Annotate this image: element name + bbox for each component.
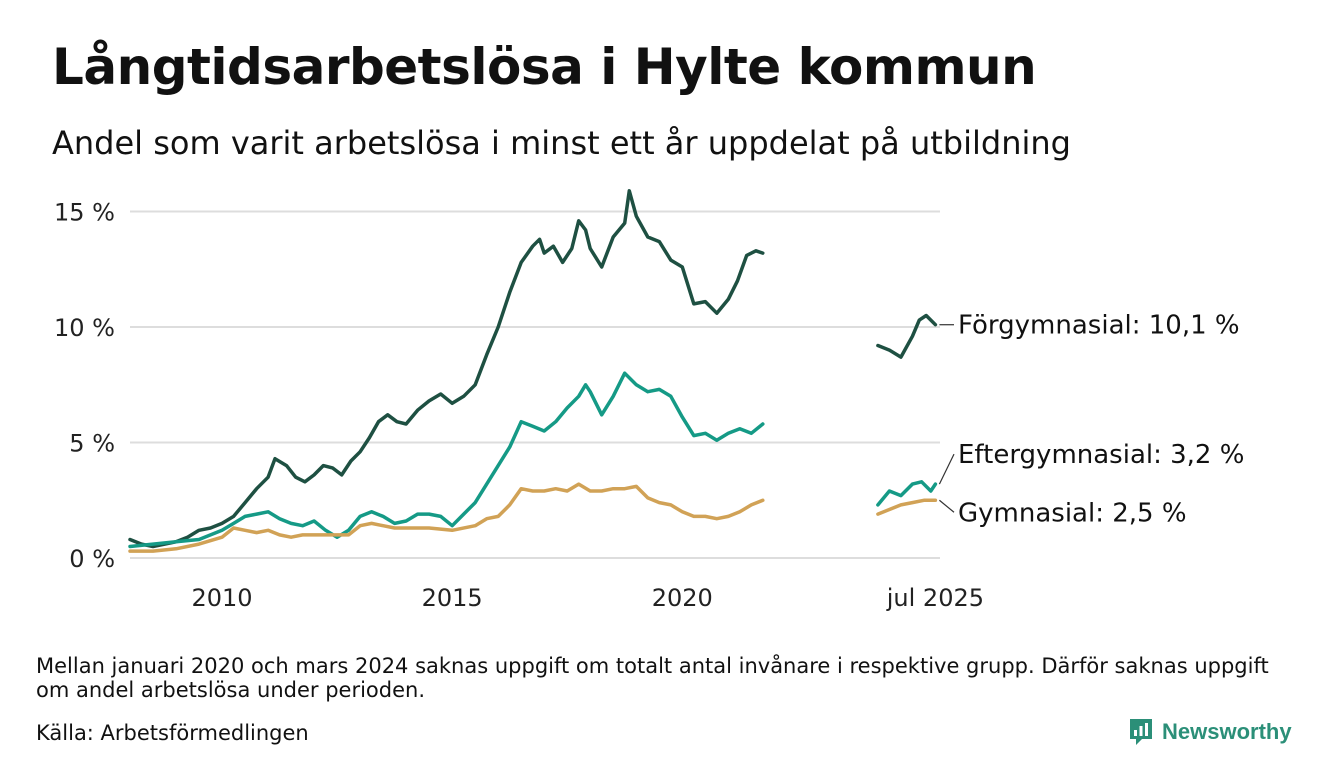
series-labels: Förgymnasial: 10,1 % Eftergymnasial: 3,2 …: [938, 311, 1244, 528]
source-text: Källa: Arbetsförmedlingen: [36, 721, 309, 745]
newsworthy-logo: Newsworthy: [1128, 717, 1292, 747]
series-lines: [128, 189, 938, 553]
line-chart: 0 % 5 % 10 % 15 % 2010 2015 2020 jul 2025 Förg…: [54, 189, 1244, 612]
series-label: Eftergymnasial: 3,2 %: [958, 440, 1244, 470]
series-line-förgymnasial: [876, 313, 938, 359]
series-line-gymnasial: [876, 498, 938, 516]
y-tick-label: 5 %: [69, 430, 115, 458]
y-tick-label: 10 %: [54, 314, 115, 342]
series-label: Förgymnasial: 10,1 %: [958, 311, 1240, 341]
newsworthy-logo-icon: [1130, 719, 1152, 745]
x-tick-label: jul 2025: [886, 584, 984, 612]
x-tick-label: 2010: [192, 584, 253, 612]
series-line-förgymnasial: [128, 189, 765, 549]
x-axis-ticks: 2010 2015 2020 jul 2025: [192, 584, 985, 612]
y-axis-ticks: 0 % 5 % 10 % 15 %: [54, 199, 115, 573]
series-line-eftergymnasial: [876, 480, 938, 507]
label-leader: [938, 453, 955, 485]
x-tick-label: 2015: [422, 584, 483, 612]
label-leader: [939, 499, 955, 513]
grid-lines: [130, 210, 940, 559]
y-tick-label: 0 %: [69, 545, 115, 573]
chart-subtitle: Andel som varit arbetslösa i minst ett å…: [52, 124, 1071, 162]
chart-title: Långtidsarbetslösa i Hylte kommun: [52, 38, 1037, 96]
x-tick-label: 2020: [652, 584, 713, 612]
brand-name: Newsworthy: [1162, 719, 1292, 744]
footnote: Mellan januari 2020 och mars 2024 saknas…: [36, 654, 1269, 702]
series-line-eftergymnasial: [128, 371, 765, 549]
series-line-gymnasial: [128, 482, 765, 553]
series-label: Gymnasial: 2,5 %: [958, 498, 1187, 528]
y-tick-label: 15 %: [54, 199, 115, 227]
